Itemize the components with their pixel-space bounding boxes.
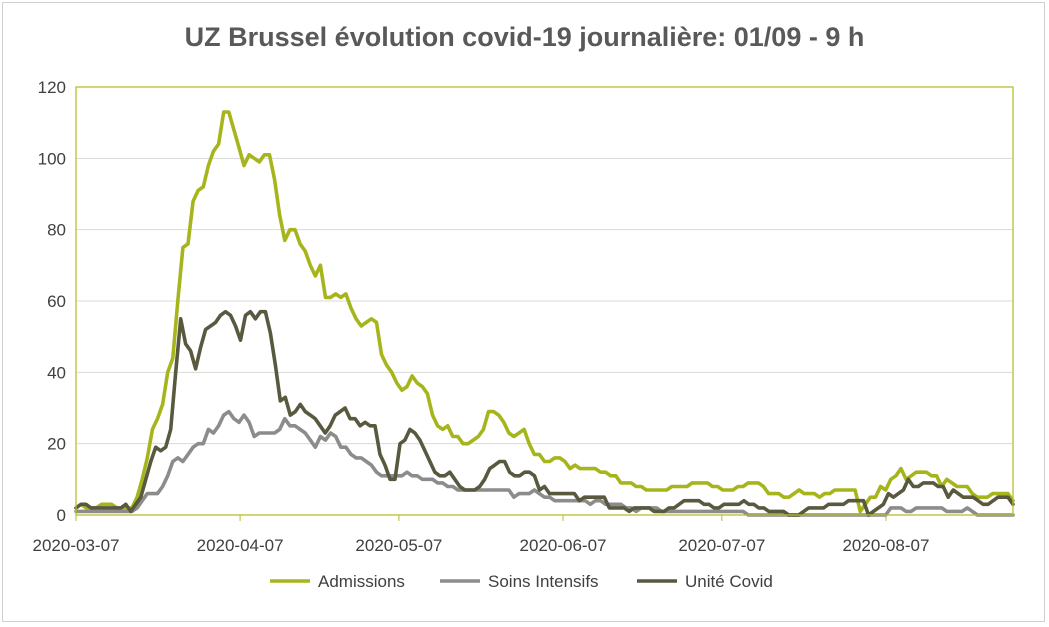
series-line-0	[74, 110, 1015, 514]
y-tick-label: 0	[57, 506, 66, 525]
legend-label: Admissions	[318, 572, 405, 591]
legend-label: Soins Intensifs	[488, 572, 599, 591]
x-tick-label: 2020-06-07	[520, 536, 607, 555]
y-tick-label: 80	[47, 221, 66, 240]
x-tick-label: 2020-07-07	[678, 536, 765, 555]
x-tick-label: 2020-03-07	[33, 536, 120, 555]
y-axis-ticks: 0 20 40 60 80 100 120	[38, 78, 66, 525]
y-tick-label: 100	[38, 149, 66, 168]
plot-area-border	[75, 86, 1014, 516]
x-tick-label: 2020-04-07	[197, 536, 284, 555]
y-tick-label: 40	[47, 363, 66, 382]
x-tick-label: 2020-05-07	[355, 536, 442, 555]
series-line-2	[74, 309, 1015, 517]
y-tick-label: 60	[47, 292, 66, 311]
legend: Admissions Soins Intensifs Unité Covid	[270, 572, 773, 591]
y-tick-label: 20	[47, 435, 66, 454]
x-axis-ticks: 2020-03-07 2020-04-07 2020-05-07 2020-06-07…	[33, 515, 929, 555]
chart-title: UZ Brussel évolution covid-19 journalièr…	[184, 22, 865, 52]
legend-label: Unité Covid	[685, 572, 773, 591]
x-tick-label: 2020-08-07	[842, 536, 929, 555]
series-lines	[74, 110, 1015, 517]
gridlines	[76, 157, 1013, 445]
y-tick-label: 120	[38, 78, 66, 97]
